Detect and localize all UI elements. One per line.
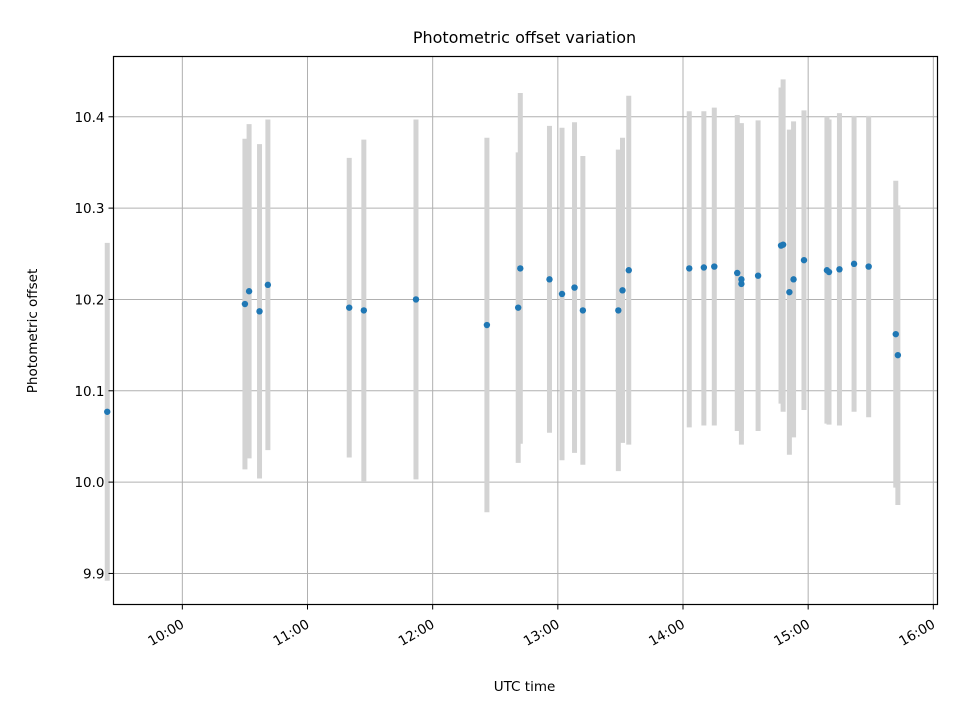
y-axis: 9.9 10.0 10.1 10.2 10.3 10.4 <box>74 110 114 582</box>
y-axis-label: Photometric offset <box>25 269 41 393</box>
x-tick-label: 13:00 <box>521 616 563 649</box>
data-point <box>850 260 858 268</box>
data-point <box>245 288 253 295</box>
data-point <box>779 241 787 248</box>
data-point <box>711 263 718 270</box>
data-point <box>619 287 626 294</box>
data-point <box>825 268 833 276</box>
data-point <box>264 281 272 289</box>
data-point <box>241 300 249 308</box>
data-point <box>483 321 491 329</box>
data-point <box>892 330 899 338</box>
error-bars <box>104 79 901 581</box>
x-tick-label: 11:00 <box>271 616 313 649</box>
y-tick-label: 10.2 <box>74 292 104 308</box>
data-point <box>786 288 793 296</box>
y-tick-label: 10.1 <box>74 384 104 400</box>
data-point <box>360 307 368 314</box>
grid-lines <box>113 56 938 605</box>
data-point <box>615 307 622 314</box>
data-point <box>514 304 522 311</box>
y-tick-label: 10.4 <box>74 110 104 126</box>
x-tick-label: 10:00 <box>145 616 187 649</box>
x-axis: 10:00 11:00 12:00 13:00 14:00 15:00 16:00 <box>145 604 938 650</box>
data-point <box>836 266 843 273</box>
data-point <box>894 351 902 359</box>
data-point <box>790 276 797 283</box>
data-point <box>256 308 263 315</box>
data-points <box>104 241 902 415</box>
data-point <box>865 263 872 270</box>
x-tick-label: 15:00 <box>771 616 813 649</box>
y-tick-label: 10.0 <box>74 475 104 491</box>
data-point <box>558 290 566 298</box>
y-tick-label: 10.3 <box>74 201 104 217</box>
plot-frame <box>112 55 939 606</box>
data-point <box>625 267 632 274</box>
y-tick-label: 9.9 <box>83 566 104 582</box>
data-point <box>412 296 420 303</box>
x-tick-label: 14:00 <box>646 616 688 649</box>
data-point <box>734 269 741 277</box>
data-point <box>546 276 553 283</box>
data-point <box>800 256 808 264</box>
data-point <box>517 265 524 272</box>
data-point <box>738 280 745 288</box>
data-point <box>686 265 693 272</box>
x-axis-label: UTC time <box>494 679 556 695</box>
data-point <box>571 284 578 291</box>
x-tick-label: 12:00 <box>396 616 438 649</box>
data-point <box>579 307 587 314</box>
data-point <box>738 276 745 283</box>
x-tick-label: 16:00 <box>896 616 938 649</box>
data-point <box>700 264 708 271</box>
data-point <box>754 272 762 279</box>
chart-title: Photometric offset variation <box>413 28 636 47</box>
data-point <box>346 304 353 311</box>
data-point <box>104 408 111 415</box>
